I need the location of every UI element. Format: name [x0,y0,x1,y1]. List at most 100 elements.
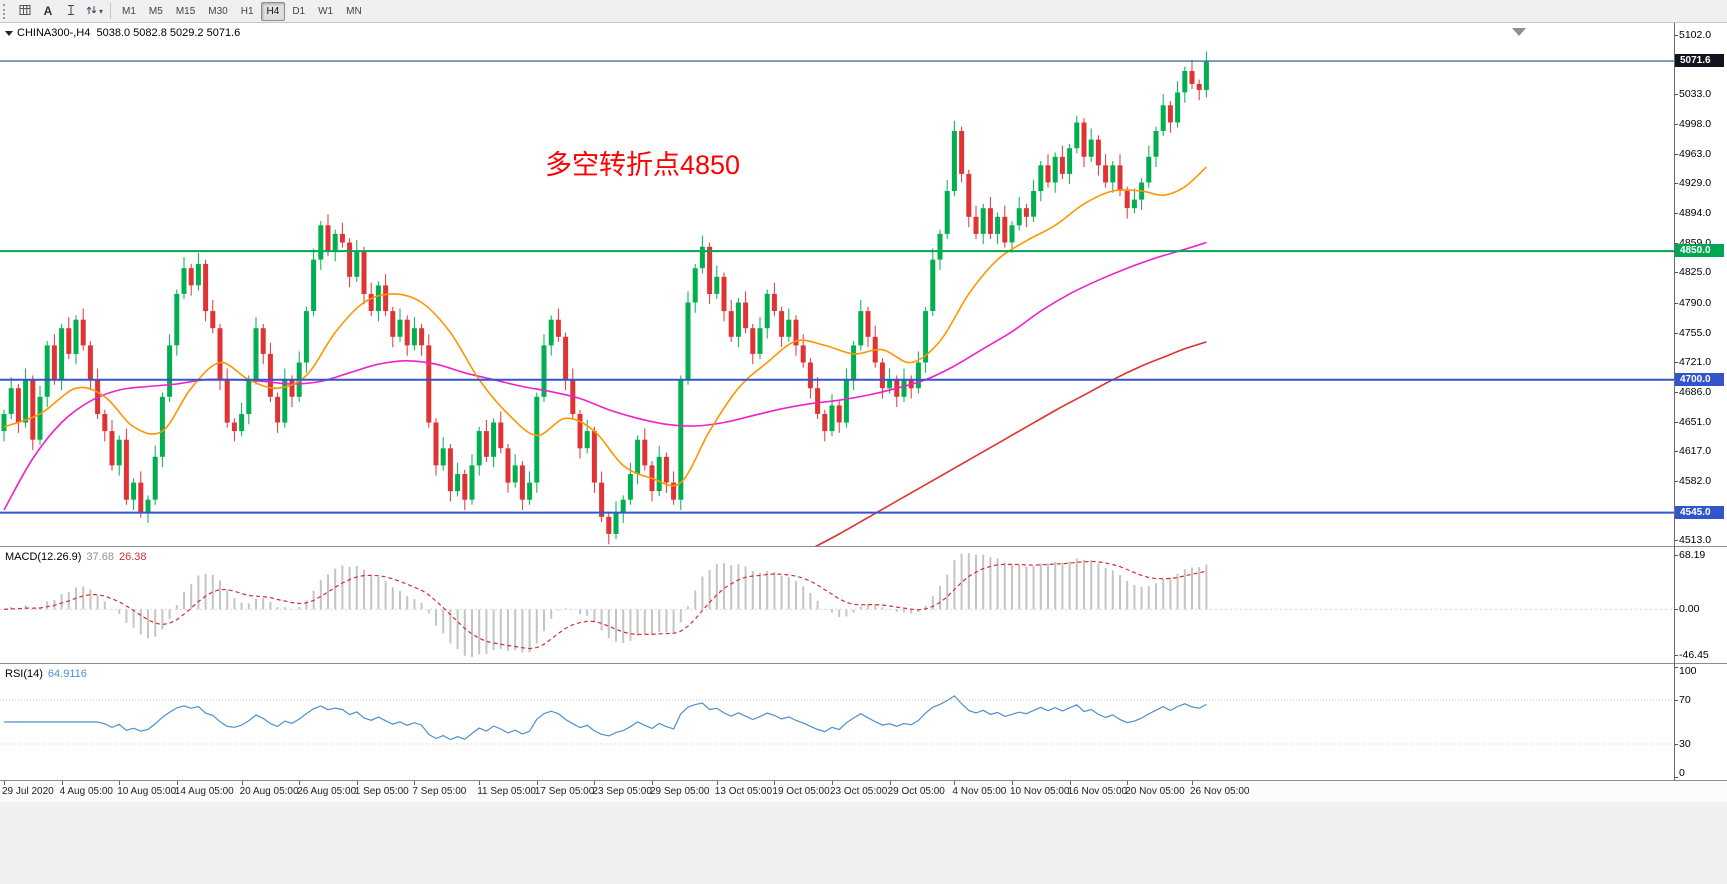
timeframe-d1[interactable]: D1 [292,5,306,17]
price-axis-label: 4825.0 [1679,266,1712,279]
price-axis-label: 4686.0 [1679,385,1712,398]
timeframe-w1[interactable]: W1 [318,5,334,17]
timeframe-m30[interactable]: M30 [208,5,228,17]
axis-tick [1674,450,1678,452]
annotation-text[interactable]: 多空转折点4850 [545,150,741,180]
symbol-dropdown-icon[interactable] [5,30,13,36]
price-axis-label: 4929.0 [1679,177,1712,190]
time-axis-tick [889,781,891,785]
caret-down-icon: ▾ [98,6,103,16]
time-axis-label: 7 Sep 05:00 [412,786,467,797]
pane-divider [0,780,1727,781]
macd-signal-value: 26.38 [118,551,147,563]
axis-tick [1674,213,1678,215]
price-axis-label: 4721.0 [1679,355,1712,368]
macd-pane[interactable] [0,547,1674,663]
axis-tick [1674,609,1678,611]
time-axis-tick [536,781,538,785]
rsi-axis-label: 70 [1679,694,1691,706]
toolbar-separator [110,3,111,19]
time-axis-label: 4 Nov 05:00 [952,786,1007,797]
time-axis-tick [479,781,481,785]
time-axis-label: 26 Nov 05:00 [1190,786,1250,797]
axis-tick [1674,555,1678,556]
tool-dropdown-button[interactable]: ▾ [83,2,105,21]
candlestick-chart[interactable] [0,23,1674,546]
macd-header: MACD(12.26.9) 37.68 26.38 [5,551,146,563]
axis-tick [1674,700,1678,701]
ohlc-values: 5038.0 5082.8 5029.2 5071.6 [96,27,241,39]
time-axis-label: 10 Aug 05:00 [117,786,177,797]
time-axis-label: 29 Oct 05:00 [887,786,945,797]
rsi-value: 64.9116 [47,668,87,680]
axis-tick [1674,243,1678,245]
time-axis-label: 4 Aug 05:00 [59,786,113,797]
axis-tick [1674,421,1678,423]
time-axis-label: 16 Nov 05:00 [1067,786,1128,797]
chart-window: CHINA300-,H4 5038.0 5082.8 5029.2 5071.6… [0,23,1727,802]
time-axis-tick [652,781,653,785]
price-axis-label: 4513.0 [1679,533,1712,546]
time-axis-tick [356,781,358,785]
time-axis-label: 29 Sep 05:00 [650,786,710,797]
timeframe-m15[interactable]: M15 [175,5,196,17]
chart-grid-button[interactable] [14,2,36,21]
current-price-badge: 5071.6 [1675,54,1724,68]
time-axis-label: 17 Sep 05:00 [534,786,595,797]
time-axis-tick [1012,781,1013,785]
time-axis-label: 20 Aug 05:00 [239,786,299,797]
text-cursor-button[interactable] [60,2,82,21]
timeframe-m1[interactable]: M1 [122,5,136,17]
axis-tick [1674,655,1678,656]
pane-divider[interactable] [0,663,1727,664]
axis-tick [1674,480,1678,482]
time-axis-tick [1127,781,1129,785]
axis-tick [1674,94,1678,96]
time-axis-label: 19 Oct 05:00 [772,786,830,797]
axis-tick [1674,35,1678,36]
time-axis-tick [176,781,178,785]
rsi-axis-label: 0 [1679,767,1685,779]
timeframe-h4[interactable]: H4 [260,1,286,21]
rsi-pane[interactable] [0,664,1674,780]
macd-axis-label: 0.00 [1679,603,1700,616]
price-axis-label: 4894.0 [1679,207,1712,220]
time-axis-tick [716,781,718,785]
timeframe-m5[interactable]: M5 [148,5,163,17]
axis-tick [1674,667,1678,668]
time-axis-label: 23 Sep 05:00 [592,786,652,797]
time-axis-label: 10 Nov 05:00 [1010,786,1070,797]
macd-axis-label: -46.45 [1679,649,1709,661]
pane-divider[interactable] [0,546,1727,547]
price-axis-label: 5102.0 [1679,29,1712,41]
axis-tick [1674,744,1678,745]
symbol-label: CHINA300-,H4 [17,27,91,39]
font-a-button[interactable]: A [37,2,59,21]
rsi-label: RSI(14) [5,668,43,680]
time-axis-label: 11 Sep 05:00 [477,786,536,797]
axis-tick [1674,332,1678,334]
time-axis-tick [774,781,776,785]
time-axis-tick [4,781,5,785]
font-a-label: A [43,4,53,18]
price-axis-label: 4582.0 [1679,474,1712,487]
time-axis[interactable]: 29 Jul 2020 4 Aug 05:00 10 Aug 05:00 14 Aug… [0,781,1727,802]
time-axis-tick [1069,781,1071,785]
toolbar-grip[interactable] [3,3,10,19]
axis-tick [1674,777,1678,778]
axis-tick [1674,302,1678,304]
axis-tick [1674,154,1678,156]
chart-shift-marker [1512,28,1526,36]
price-axis-border [1674,23,1675,781]
level-price-badge: 4850.0 [1675,244,1724,258]
timeframe-mn[interactable]: MN [346,5,362,17]
time-axis-tick [414,781,416,785]
timeframe-h1[interactable]: H1 [240,5,254,17]
axis-tick [1674,391,1678,393]
time-axis-label: 20 Nov 05:00 [1125,786,1185,797]
rsi-axis-label: 100 [1679,665,1697,677]
time-axis-tick [119,781,121,785]
macd-axis-label: 68.19 [1679,549,1706,561]
price-axis-label: 4790.0 [1679,296,1712,309]
